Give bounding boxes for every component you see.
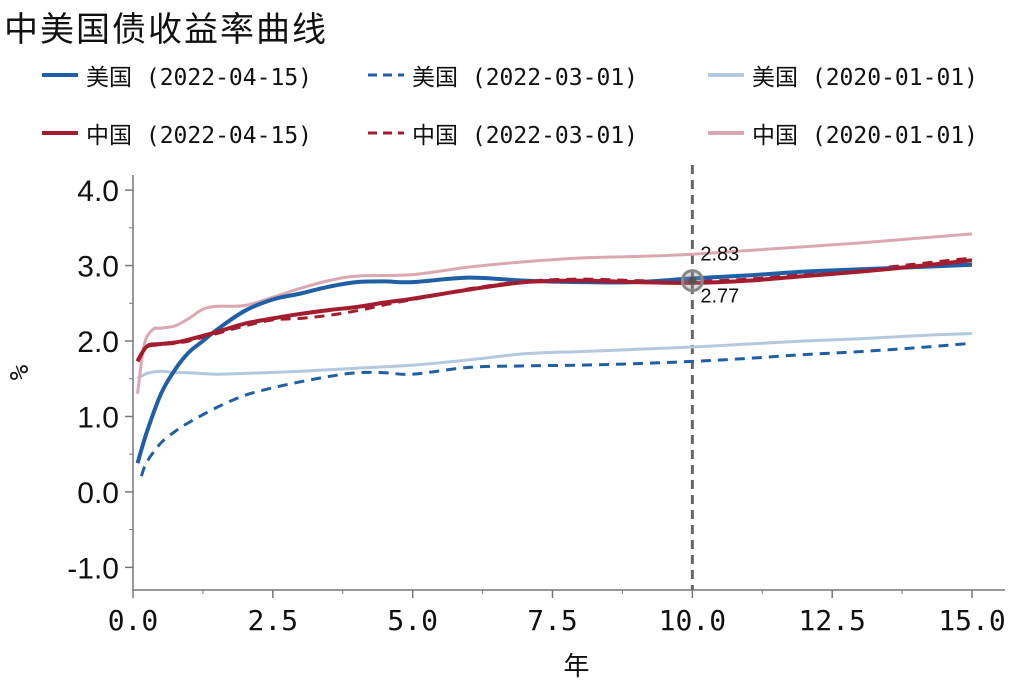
legend-item: 中国 (2022-04-15): [40, 116, 312, 150]
y-axis-title: %: [5, 364, 35, 380]
legend-label: 中国 (2022-04-15): [86, 123, 313, 149]
legend-item: 美国 (2022-04-15): [40, 58, 312, 92]
legend-item: 美国 (2020-01-01): [706, 58, 978, 92]
chart-axes: -1.0 0.0 1.0 2.0 3.0 4.0 0.0 2.5 5.0 7.5 10.0 12.5 1…: [5, 165, 1006, 682]
y-tick-label: 4.0: [77, 175, 119, 208]
legend-item: 中国 (2020-01-01): [706, 116, 978, 150]
annotation-layer: 2.83 2.77: [680, 244, 739, 308]
legend-swatch: [708, 131, 744, 135]
legend-label: 美国 (2020-01-01): [752, 65, 979, 91]
legend-item: 中国 (2022-03-01): [366, 116, 638, 150]
x-tick-label: 5.0: [387, 604, 438, 637]
series-line-5: [136, 232, 973, 394]
x-axis-title: 年: [563, 652, 589, 682]
x-tick-label: 12.5: [798, 604, 865, 637]
y-tick-label: 0.0: [77, 477, 119, 510]
series-line-2: [136, 332, 973, 381]
series-layer: [135, 232, 973, 477]
legend-label: 美国 (2022-04-15): [86, 65, 313, 91]
legend-swatch: [708, 73, 744, 77]
series-line-0: [135, 262, 973, 464]
legend-swatch: [42, 131, 78, 135]
data-label: 2.83: [700, 244, 739, 266]
x-tick-label: 10.0: [659, 604, 726, 637]
legend-label: 中国 (2020-01-01): [752, 123, 979, 149]
data-label: 2.77: [700, 286, 739, 308]
y-tick-label: 2.0: [77, 326, 119, 359]
series-line-1: [139, 341, 973, 477]
x-tick-label: 7.5: [527, 604, 578, 637]
x-tick-label: 2.5: [248, 604, 299, 637]
y-tick-label: 1.0: [77, 401, 119, 434]
series-line-3: [135, 258, 973, 363]
legend-label: 中国 (2022-03-01): [412, 123, 639, 149]
legend-swatch: [368, 73, 404, 77]
chart-title: 中美国债收益率曲线: [4, 10, 328, 50]
legend-swatch: [42, 73, 78, 77]
x-tick-label: 0.0: [108, 604, 159, 637]
y-tick-label: 3.0: [77, 251, 119, 284]
y-tick-label: -1.0: [67, 552, 119, 585]
legend-item: 美国 (2022-03-01): [366, 58, 638, 92]
x-tick-label: 15.0: [938, 604, 1005, 637]
legend-label: 美国 (2022-03-01): [412, 65, 639, 91]
legend-swatch: [368, 131, 404, 135]
highlight-marker-center: [688, 276, 697, 285]
